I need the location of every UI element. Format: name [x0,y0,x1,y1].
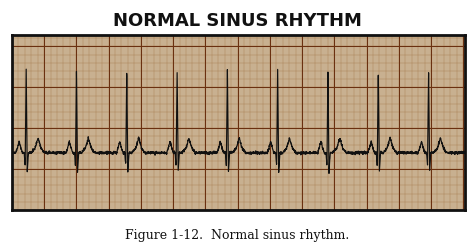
Text: NORMAL SINUS RHYTHM: NORMAL SINUS RHYTHM [112,12,362,30]
Text: Figure 1-12.  Normal sinus rhythm.: Figure 1-12. Normal sinus rhythm. [125,230,349,242]
